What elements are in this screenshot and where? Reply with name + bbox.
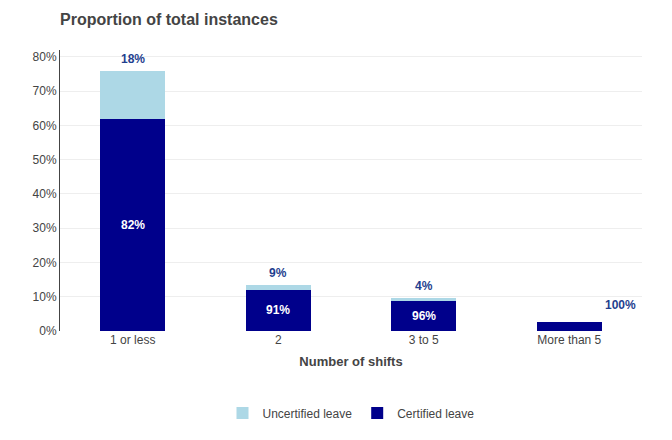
svg-text:Certified leave: Certified leave (397, 407, 474, 421)
svg-text:Uncertified leave: Uncertified leave (263, 407, 353, 421)
svg-text:40%: 40% (33, 187, 57, 201)
svg-text:50%: 50% (33, 153, 57, 167)
svg-text:60%: 60% (33, 119, 57, 133)
svg-text:82%: 82% (121, 218, 145, 232)
svg-text:More than 5: More than 5 (537, 333, 601, 347)
svg-text:80%: 80% (33, 50, 57, 64)
svg-text:Number of shifts: Number of shifts (299, 354, 402, 369)
svg-text:4%: 4% (415, 279, 433, 293)
svg-text:9%: 9% (269, 266, 287, 280)
svg-text:70%: 70% (33, 84, 57, 98)
svg-text:3 to 5: 3 to 5 (409, 333, 439, 347)
svg-text:100%: 100% (605, 298, 636, 312)
svg-text:91%: 91% (266, 303, 290, 317)
svg-text:30%: 30% (33, 221, 57, 235)
svg-text:10%: 10% (33, 290, 57, 304)
svg-text:96%: 96% (412, 309, 436, 323)
svg-text:18%: 18% (121, 52, 145, 66)
svg-text:20%: 20% (33, 256, 57, 270)
svg-text:0%: 0% (39, 324, 57, 338)
svg-text:Proportion of total instances: Proportion of total instances (60, 11, 278, 28)
svg-text:2: 2 (275, 333, 282, 347)
svg-text:1 or less: 1 or less (110, 333, 155, 347)
